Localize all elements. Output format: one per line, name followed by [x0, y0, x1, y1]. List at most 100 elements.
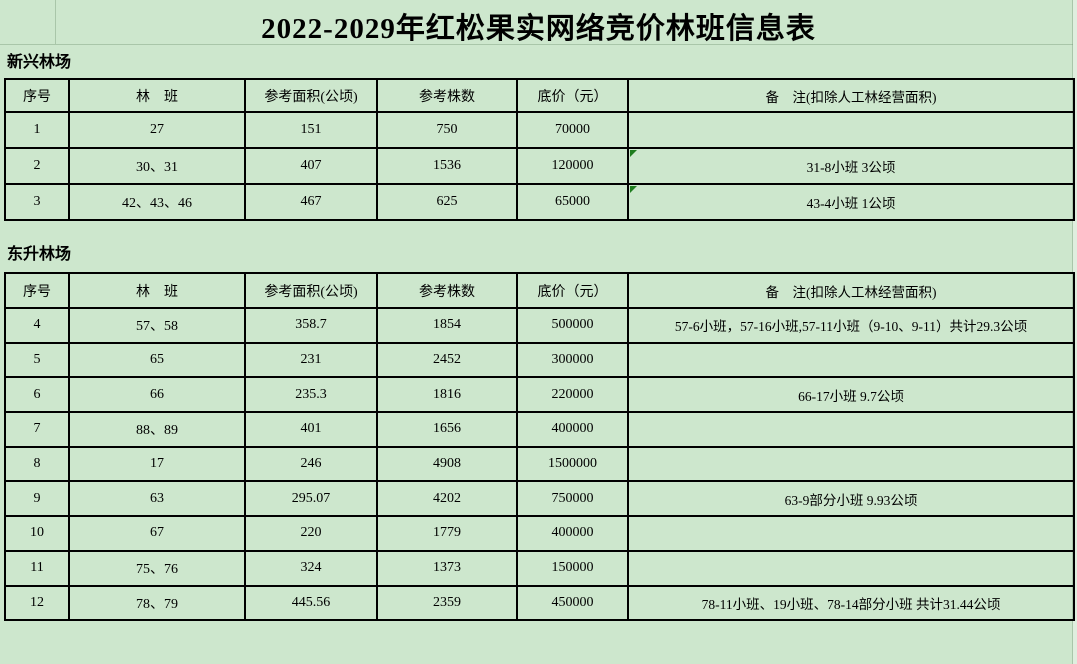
cell-no[interactable]: 11: [4, 549, 70, 587]
cell-price[interactable]: 750000: [516, 480, 629, 518]
cell-block[interactable]: 67: [68, 515, 246, 552]
header-forest-block[interactable]: 林 班: [68, 78, 246, 113]
cell-remark[interactable]: [627, 341, 1075, 379]
cell-area[interactable]: 151: [244, 111, 378, 149]
cell-block[interactable]: 65: [68, 341, 246, 379]
cell-price[interactable]: 500000: [516, 307, 629, 344]
header-reference-area[interactable]: 参考面积(公顷): [244, 272, 378, 309]
cell-text: 65: [150, 352, 164, 368]
cell-no[interactable]: 10: [4, 515, 70, 552]
cell-remark[interactable]: [627, 111, 1075, 149]
cell-block[interactable]: 57、58: [68, 307, 246, 344]
header-no[interactable]: 序号: [4, 272, 70, 309]
cell-no[interactable]: 2: [4, 147, 70, 185]
cell-text: 1854: [433, 317, 461, 333]
header-base-price[interactable]: 底价（元）: [516, 272, 629, 309]
cell-trees[interactable]: 2359: [376, 584, 518, 622]
cell-remark[interactable]: [627, 549, 1075, 587]
cell-trees[interactable]: 4908: [376, 445, 518, 483]
section-label-xinxing[interactable]: 新兴林场: [7, 54, 72, 71]
cell-area[interactable]: 231: [244, 341, 378, 379]
cell-area[interactable]: 401: [244, 411, 378, 448]
cell-text: 2452: [433, 352, 461, 368]
cell-text: 4: [33, 317, 41, 333]
cell-trees[interactable]: 1656: [376, 411, 518, 448]
cell-no[interactable]: 8: [4, 445, 70, 483]
cell-trees[interactable]: 1854: [376, 307, 518, 344]
header-tree-count[interactable]: 参考株数: [376, 78, 518, 113]
cell-no[interactable]: 6: [4, 376, 70, 414]
cell-no[interactable]: 7: [4, 411, 70, 448]
header-forest-block[interactable]: 林 班: [68, 272, 246, 309]
cell-price[interactable]: 400000: [516, 515, 629, 552]
cell-price[interactable]: 65000: [516, 183, 629, 221]
cell-text: 300000: [551, 352, 594, 368]
cell-trees[interactable]: 1373: [376, 549, 518, 587]
cell-price[interactable]: 120000: [516, 147, 629, 185]
cell-price[interactable]: 400000: [516, 411, 629, 448]
section-label-dongsheng[interactable]: 东升林场: [7, 246, 72, 263]
cell-no[interactable]: 12: [4, 584, 70, 622]
cell-no[interactable]: 1: [4, 111, 70, 149]
cell-remark[interactable]: 31-8小班 3公顷: [627, 147, 1075, 185]
cell-block[interactable]: 42、43、46: [68, 183, 246, 221]
cell-remark[interactable]: 57-6小班，57-16小班,57-11小班（9-10、9-11）共计29.3公…: [627, 307, 1075, 344]
header-tree-count[interactable]: 参考株数: [376, 272, 518, 309]
page-title[interactable]: 2022-2029年红松果实网络竞价林班信息表: [261, 13, 816, 45]
cell-text: 2: [33, 158, 41, 173]
cell-trees[interactable]: 1816: [376, 376, 518, 414]
header-no[interactable]: 序号: [4, 78, 70, 113]
cell-price[interactable]: 150000: [516, 549, 629, 587]
cell-trees[interactable]: 1779: [376, 515, 518, 552]
cell-area[interactable]: 235.3: [244, 376, 378, 414]
cell-area[interactable]: 467: [244, 183, 378, 221]
cell-remark[interactable]: 66-17小班 9.7公顷: [627, 376, 1075, 414]
cell-no[interactable]: 9: [4, 480, 70, 518]
cell-price[interactable]: 300000: [516, 341, 629, 379]
cell-remark[interactable]: 43-4小班 1公顷: [627, 183, 1075, 221]
cell-text: 151: [300, 122, 322, 137]
cell-block[interactable]: 78、79: [68, 584, 246, 622]
cell-block[interactable]: 27: [68, 111, 246, 149]
cell-remark[interactable]: 63-9部分小班 9.93公顷: [627, 480, 1075, 518]
cell-remark[interactable]: [627, 411, 1075, 448]
cell-text: 57、58: [136, 319, 178, 335]
cell-trees[interactable]: 625: [376, 183, 518, 221]
cell-text: 445.56: [291, 594, 331, 610]
cell-block[interactable]: 66: [68, 376, 246, 414]
cell-block[interactable]: 63: [68, 480, 246, 518]
cell-trees[interactable]: 2452: [376, 341, 518, 379]
cell-remark[interactable]: [627, 515, 1075, 552]
cell-trees[interactable]: 4202: [376, 480, 518, 518]
cell-price[interactable]: 450000: [516, 584, 629, 622]
cell-trees[interactable]: 1536: [376, 147, 518, 185]
cell-text: 63-9部分小班 9.93公顷: [784, 492, 918, 508]
cell-no[interactable]: 4: [4, 307, 70, 344]
cell-block[interactable]: 17: [68, 445, 246, 483]
cell-area[interactable]: 295.07: [244, 480, 378, 518]
cell-no[interactable]: 3: [4, 183, 70, 221]
cell-area[interactable]: 358.7: [244, 307, 378, 344]
cell-trees[interactable]: 750: [376, 111, 518, 149]
cell-remark[interactable]: 78-11小班、19小班、78-14部分小班 共计31.44公顷: [627, 584, 1075, 622]
cell-area[interactable]: 407: [244, 147, 378, 185]
cell-area[interactable]: 445.56: [244, 584, 378, 622]
cell-text: 43-4小班 1公顷: [806, 196, 896, 211]
cell-area[interactable]: 220: [244, 515, 378, 552]
cell-price[interactable]: 220000: [516, 376, 629, 414]
cell-remark[interactable]: [627, 445, 1075, 483]
cell-price[interactable]: 1500000: [516, 445, 629, 483]
cell-text: 3: [33, 194, 41, 209]
header-base-price[interactable]: 底价（元）: [516, 78, 629, 113]
cell-block[interactable]: 88、89: [68, 411, 246, 448]
cell-area[interactable]: 246: [244, 445, 378, 483]
header-reference-area[interactable]: 参考面积(公顷): [244, 78, 378, 113]
cell-block[interactable]: 75、76: [68, 549, 246, 587]
cell-block[interactable]: 30、31: [68, 147, 246, 185]
cell-no[interactable]: 5: [4, 341, 70, 379]
cell-price[interactable]: 70000: [516, 111, 629, 149]
cell-area[interactable]: 324: [244, 549, 378, 587]
header-remarks[interactable]: 备 注(扣除人工林经营面积): [627, 272, 1075, 309]
header-remarks[interactable]: 备 注(扣除人工林经营面积): [627, 78, 1075, 113]
